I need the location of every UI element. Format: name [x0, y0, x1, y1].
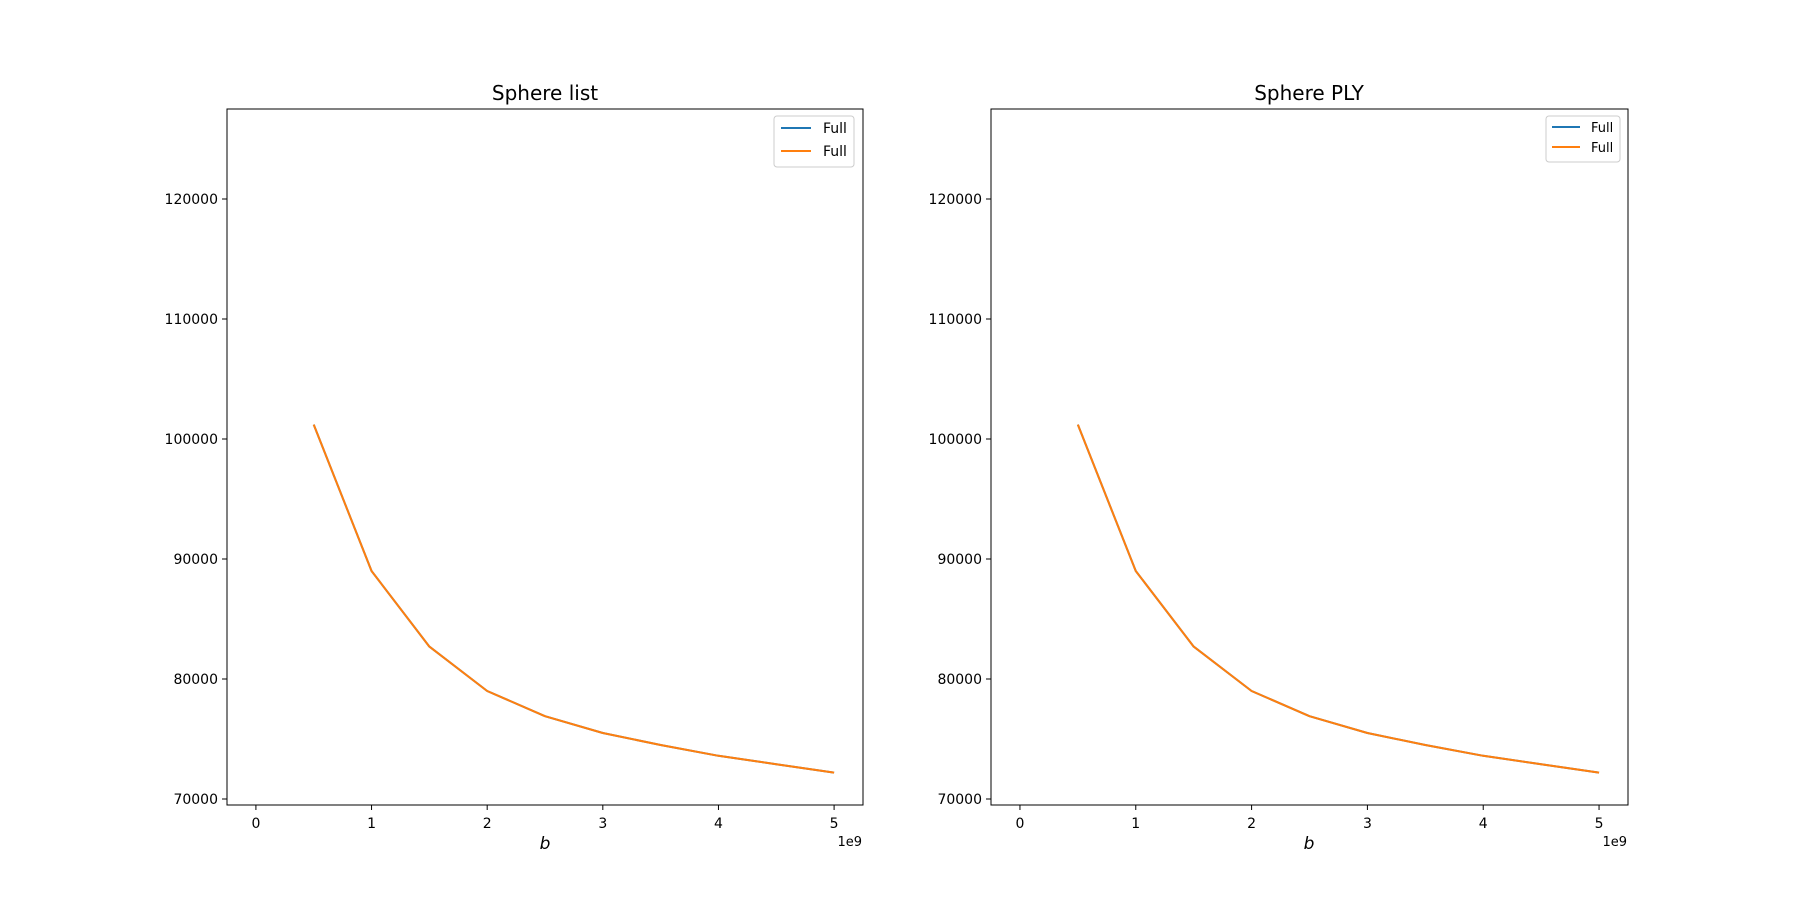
- legend-label-full: Full: [1591, 141, 1613, 156]
- legend-label-full: Full: [823, 121, 847, 137]
- y-tick-label: 70000: [937, 792, 982, 808]
- y-tick-label: 70000: [173, 792, 218, 808]
- y-tick-label: 110000: [929, 312, 982, 328]
- y-tick-label: 100000: [165, 432, 218, 448]
- x-tick-label: 2: [1247, 816, 1256, 832]
- x-tick-label: 1: [367, 816, 376, 832]
- y-tick-label: 80000: [173, 672, 218, 688]
- series-line-full: [312, 424, 835, 774]
- x-tick-label: 3: [1363, 816, 1372, 832]
- legend-label-full: Full: [823, 144, 847, 160]
- tick-group: 0 1 2 3 4 5 70000 80000 90000 100000 110000 120000: [165, 192, 839, 832]
- x-axis-offset-label: 1e9: [1602, 835, 1627, 850]
- tick-group: 0 1 2 3 4 5 70000 80000 90000 100000 110000 120000: [929, 192, 1604, 832]
- y-tick-label: 80000: [937, 672, 982, 688]
- legend-label-full: Full: [1591, 121, 1613, 136]
- plot-area-frame: [226, 108, 864, 806]
- chart-sphere-list: Sphere list 0 1 2 3 4 5 70000 80000 90000 100000 1…: [165, 81, 864, 854]
- y-tick-label: 120000: [165, 192, 218, 208]
- x-axis-label: b: [1304, 834, 1315, 854]
- series-lines: [1076, 424, 1600, 774]
- x-tick-label: 4: [1479, 816, 1488, 832]
- x-tick-label: 4: [714, 816, 723, 832]
- plot-area-frame: [990, 108, 1629, 806]
- legend: Full Full: [1545, 115, 1621, 163]
- chart-title: Sphere PLY: [1254, 81, 1364, 105]
- x-tick-label: 3: [598, 816, 607, 832]
- x-tick-label: 0: [251, 816, 260, 832]
- chart-sphere-ply: Sphere PLY 0 1 2 3 4 5 70000 80000 90000 100000 11…: [929, 81, 1629, 854]
- x-axis-offset-label: 1e9: [837, 835, 862, 850]
- x-tick-label: 0: [1015, 816, 1024, 832]
- series-lines: [312, 424, 835, 774]
- legend: Full Full: [773, 115, 855, 168]
- x-tick-label: 2: [483, 816, 492, 832]
- y-tick-label: 90000: [173, 552, 218, 568]
- chart-title: Sphere list: [492, 81, 598, 105]
- x-axis-label: b: [540, 834, 551, 854]
- y-tick-label: 110000: [165, 312, 218, 328]
- x-tick-label: 1: [1131, 816, 1140, 832]
- x-tick-label: 5: [1595, 816, 1604, 832]
- y-tick-label: 90000: [937, 552, 982, 568]
- y-tick-label: 120000: [929, 192, 982, 208]
- x-tick-label: 5: [830, 816, 839, 832]
- y-tick-label: 100000: [929, 432, 982, 448]
- series-line-full: [1076, 424, 1600, 774]
